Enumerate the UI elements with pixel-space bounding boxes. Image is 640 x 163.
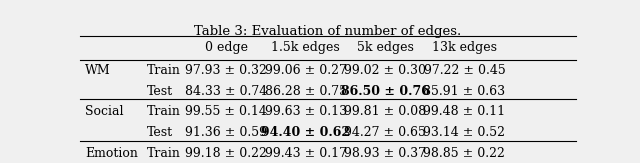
- Text: 93.14 ± 0.52: 93.14 ± 0.52: [424, 126, 506, 139]
- Text: 86.28 ± 0.75: 86.28 ± 0.75: [265, 85, 347, 98]
- Text: 86.50 ± 0.76: 86.50 ± 0.76: [340, 85, 429, 98]
- Text: 97.93 ± 0.32: 97.93 ± 0.32: [186, 64, 268, 77]
- Text: 94.27 ± 0.65: 94.27 ± 0.65: [344, 126, 426, 139]
- Text: Test: Test: [147, 126, 173, 139]
- Text: 99.55 ± 0.14: 99.55 ± 0.14: [186, 105, 268, 118]
- Text: 99.43 ± 0.17: 99.43 ± 0.17: [265, 147, 347, 160]
- Text: 5k edges: 5k edges: [356, 41, 413, 54]
- Text: 85.91 ± 0.63: 85.91 ± 0.63: [423, 85, 506, 98]
- Text: Train: Train: [147, 64, 181, 77]
- Text: 99.18 ± 0.22: 99.18 ± 0.22: [186, 147, 268, 160]
- Text: 98.93 ± 0.37: 98.93 ± 0.37: [344, 147, 426, 160]
- Text: Table 3: Evaluation of number of edges.: Table 3: Evaluation of number of edges.: [195, 25, 461, 38]
- Text: 99.63 ± 0.13: 99.63 ± 0.13: [264, 105, 347, 118]
- Text: 99.81 ± 0.08: 99.81 ± 0.08: [344, 105, 426, 118]
- Text: Test: Test: [147, 85, 173, 98]
- Text: 98.85 ± 0.22: 98.85 ± 0.22: [424, 147, 506, 160]
- Text: 1.5k edges: 1.5k edges: [271, 41, 340, 54]
- Text: 91.36 ± 0.59: 91.36 ± 0.59: [186, 126, 268, 139]
- Text: Emotion: Emotion: [85, 147, 138, 160]
- Text: 94.40 ± 0.62: 94.40 ± 0.62: [261, 126, 350, 139]
- Text: 97.22 ± 0.45: 97.22 ± 0.45: [424, 64, 505, 77]
- Text: 0 edge: 0 edge: [205, 41, 248, 54]
- Text: Social: Social: [85, 105, 124, 118]
- Text: 13k edges: 13k edges: [432, 41, 497, 54]
- Text: Train: Train: [147, 147, 181, 160]
- Text: WM: WM: [85, 64, 111, 77]
- Text: 99.06 ± 0.27: 99.06 ± 0.27: [265, 64, 347, 77]
- Text: 99.48 ± 0.11: 99.48 ± 0.11: [423, 105, 506, 118]
- Text: Train: Train: [147, 105, 181, 118]
- Text: 99.02 ± 0.30: 99.02 ± 0.30: [344, 64, 426, 77]
- Text: 84.33 ± 0.74: 84.33 ± 0.74: [185, 85, 268, 98]
